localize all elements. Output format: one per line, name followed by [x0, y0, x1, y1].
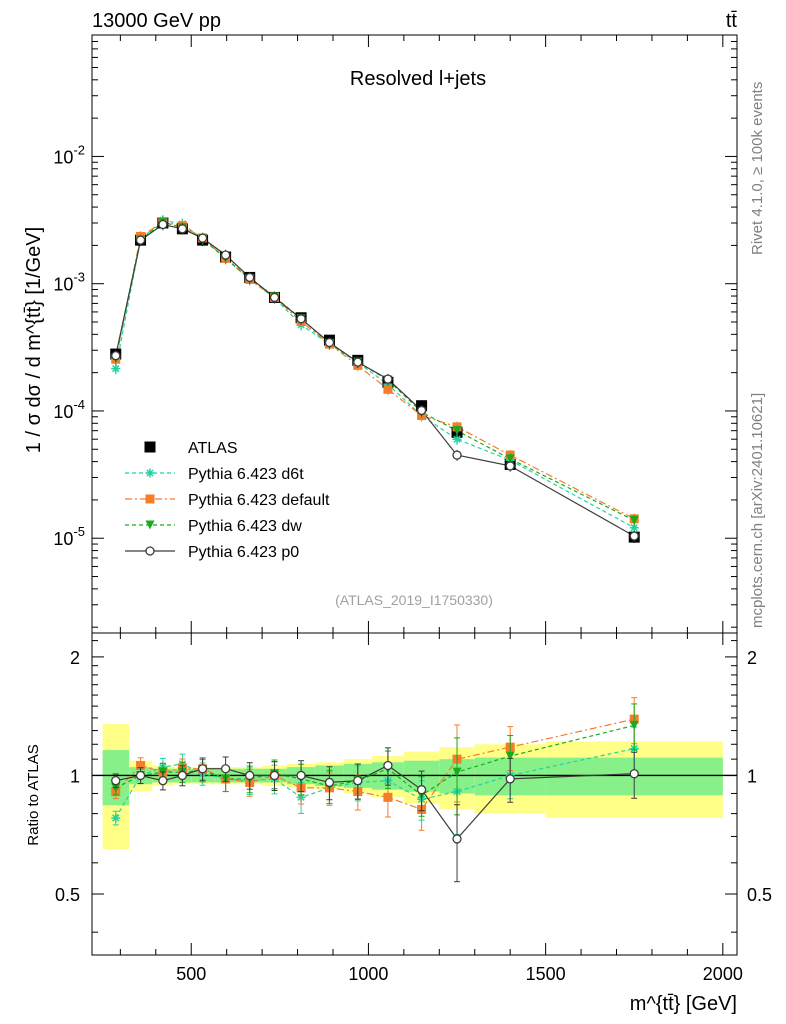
data-point [177, 224, 188, 234]
ratio-tick-label-left: 2 [70, 648, 80, 668]
main-panel-markers [110, 215, 640, 543]
legend-label: Pythia 6.423 dw [188, 518, 302, 535]
ratio-panel-frame [91, 632, 738, 956]
ratio-panel-markers [111, 697, 639, 883]
y-axis-label: 1 / σ dσ / d m^{tt̄} [1/GeV] [23, 227, 45, 453]
ratio-point [177, 770, 188, 781]
ratio-tick-label-right: 2 [747, 648, 757, 668]
energy-label: 13000 GeV pp [92, 10, 221, 32]
ratio-y-label: Ratio to ATLAS [25, 744, 42, 845]
data-point [452, 426, 462, 436]
ratio-line-3 [115, 724, 635, 797]
data-point [416, 405, 427, 416]
data-point [383, 374, 393, 384]
series-line-4 [115, 223, 635, 537]
ratio-point [383, 760, 393, 771]
ratio-tick-label-left: 1 [70, 766, 80, 786]
ratio-point [197, 764, 208, 774]
y-tick-label: 10-3 [53, 270, 85, 295]
legend-label: Pythia 6.423 p0 [188, 544, 299, 561]
ratio-point [136, 760, 146, 770]
ratio-point [629, 769, 639, 779]
data-point [383, 384, 393, 394]
data-point [296, 314, 306, 324]
x-tick-label: 1000 [348, 964, 388, 984]
ratio-point [505, 774, 515, 784]
ratio-tick-label-right: 0.5 [747, 885, 772, 905]
ratio-point [111, 776, 121, 786]
data-point [269, 292, 280, 303]
x-tick-label: 1500 [526, 964, 566, 984]
ratio-point [269, 770, 280, 781]
ratio-point [135, 770, 146, 781]
ratio-point [416, 785, 427, 795]
mcplots-label: mcplots.cern.ch [arXiv:2401.10621] [749, 393, 766, 628]
rivet-label: Rivet 4.1.0, ≥ 100k events [749, 82, 766, 255]
legend-label: Pythia 6.423 d6t [188, 466, 304, 483]
data-point [220, 250, 231, 260]
y-tick-label: 10-4 [53, 397, 85, 422]
ratio-panel-series [92, 718, 737, 840]
data-point [135, 235, 146, 245]
y-tick-label: 10-2 [53, 142, 85, 167]
legend-marker [145, 520, 155, 530]
ratio-point [505, 751, 515, 761]
ratio-point [324, 777, 335, 788]
process-label: tt̄ [726, 10, 738, 32]
main-panel-series [115, 219, 635, 537]
data-point [197, 233, 208, 243]
ratio-tick-label-left: 0.5 [55, 885, 80, 905]
legend-marker [144, 441, 156, 453]
data-point [452, 450, 462, 460]
ratio-point [629, 720, 639, 730]
y-tick-label: 10-5 [53, 524, 85, 549]
main-axis-ticks: 10-5 10-4 10-3 10-2 [53, 34, 737, 955]
ratio-point [452, 767, 462, 777]
legend-label: Pythia 6.423 default [188, 492, 330, 509]
ratio-point [353, 776, 363, 786]
analysis-id: (ATLAS_2019_I1750330) [335, 592, 493, 608]
data-point [452, 434, 462, 444]
ratio-point [383, 792, 393, 802]
ratio-tick-label-right: 1 [747, 766, 757, 786]
ratio-point [111, 813, 121, 823]
legend: ATLAS Pythia 6.423 d6t Pythia 6.423 defaul… [125, 440, 330, 561]
ratio-point [220, 764, 231, 774]
legend-label: ATLAS [188, 440, 238, 457]
x-tick-label: 500 [176, 964, 206, 984]
ratio-line-1 [115, 748, 635, 819]
ratio-point [245, 770, 255, 781]
ratio-point [158, 776, 168, 786]
ratio-line-4 [115, 764, 635, 840]
data-point [629, 531, 639, 541]
data-point [629, 523, 639, 533]
data-point [111, 364, 121, 374]
legend-marker [145, 494, 155, 504]
data-point [111, 351, 121, 361]
data-point [245, 272, 255, 283]
data-point [158, 219, 168, 230]
chart-title: Resolved l+jets [350, 68, 486, 90]
x-axis-label: m^{tt̄} [GeV] [630, 993, 737, 1015]
legend-marker [145, 468, 155, 478]
legend-marker [145, 546, 155, 556]
data-point [629, 515, 639, 525]
ratio-uncertainty-band [102, 724, 723, 850]
series-line-1 [115, 219, 635, 529]
data-point [353, 357, 363, 367]
ratio-point [296, 770, 306, 781]
data-point [505, 461, 515, 471]
ratio-point [452, 834, 462, 844]
ratio-axis-ticks: 500 1000 1500 2000 0.5 0.5 1 1 2 2 [55, 640, 772, 984]
data-point [505, 454, 515, 464]
x-tick-label: 2000 [703, 964, 743, 984]
data-point [324, 337, 335, 348]
